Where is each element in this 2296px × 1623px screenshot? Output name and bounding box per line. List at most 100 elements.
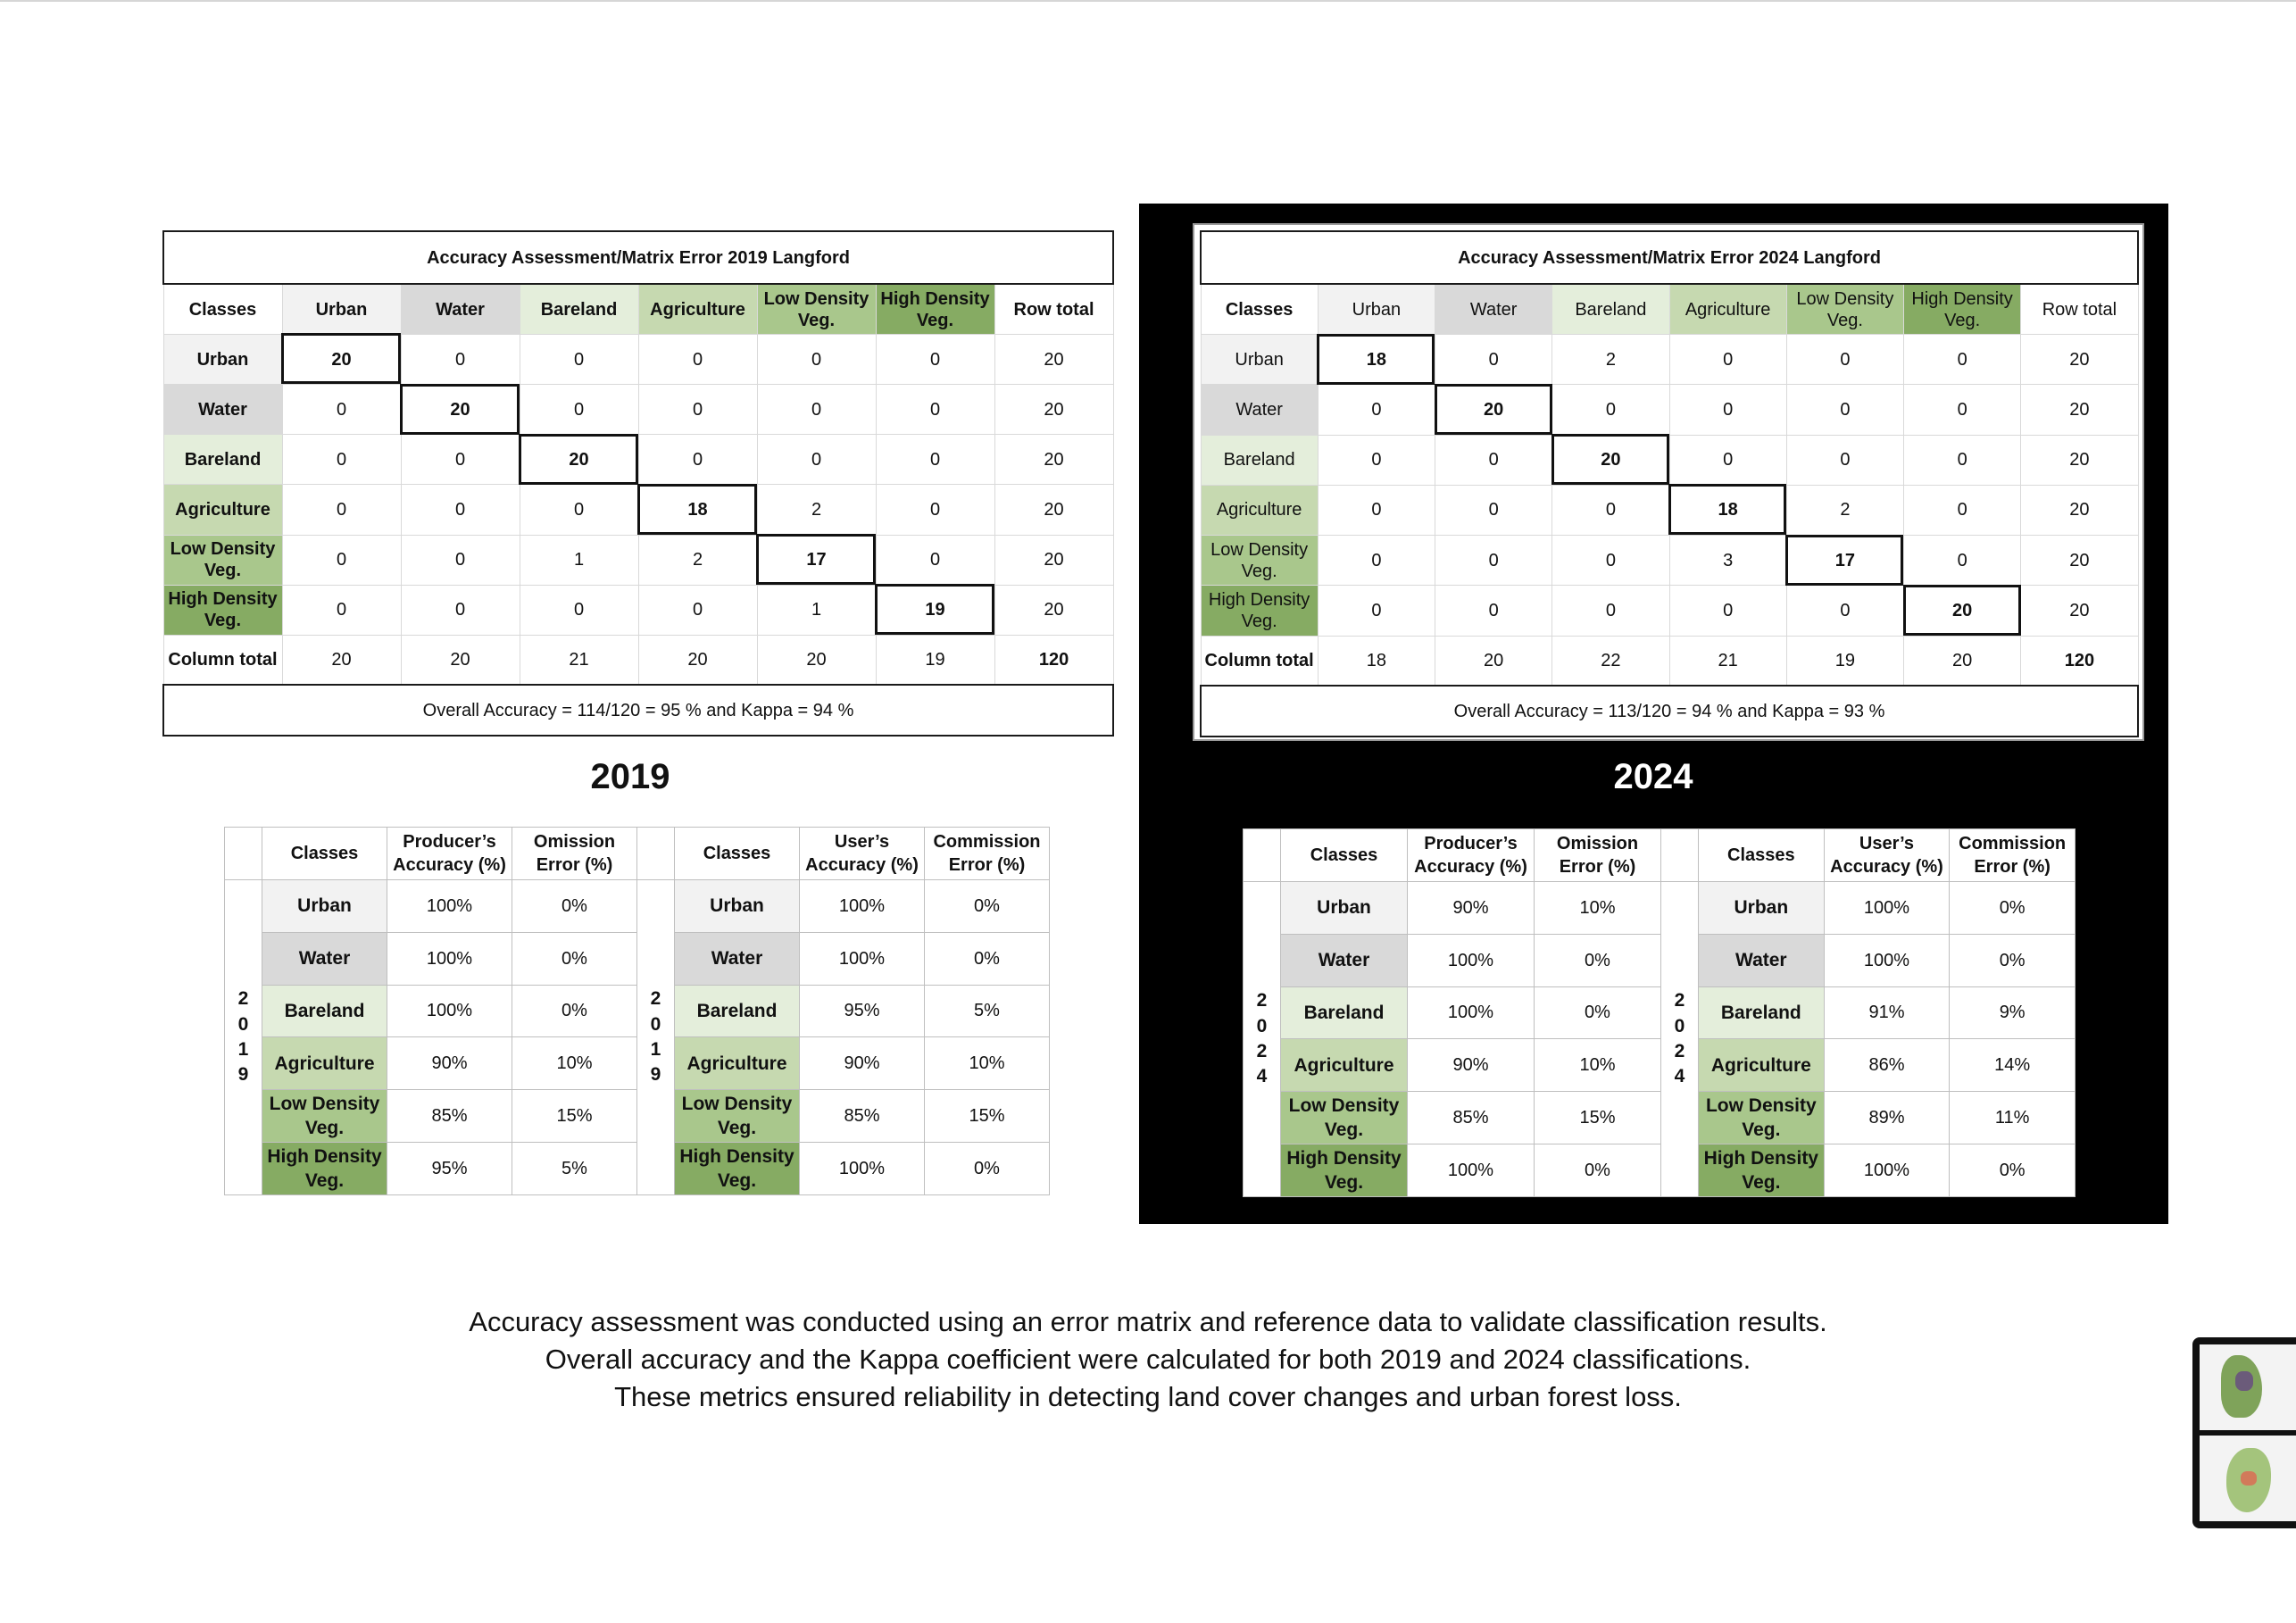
matrix-row: Water 0 20 0 0 0 0 20 <box>1200 384 2139 436</box>
matrix-cell: 0 <box>1551 384 1670 436</box>
matrix-cell: 0 <box>1434 484 1553 537</box>
matrix-cell: 0 <box>1668 334 1787 386</box>
row-total-cell: 20 <box>2020 434 2139 486</box>
accuracy-value: 15% <box>1534 1091 1661 1145</box>
matrix-cell: 2 <box>1785 484 1905 537</box>
column-total-cell: 20 <box>637 634 758 686</box>
thumbnail-page[interactable] <box>2200 1436 2296 1521</box>
user-accuracy-table-2019: Classes User’s Accuracy (%) Commission Err… <box>636 827 1050 1195</box>
matrix-cell: 0 <box>281 384 402 436</box>
accuracy-header-row: Classes User’s Accuracy (%) Commission Err… <box>1660 828 2076 882</box>
row-class-label: Urban <box>162 333 283 386</box>
row-class-label: High Density Veg. <box>1200 585 1319 637</box>
header-row-total: Row total <box>2020 283 2139 336</box>
accuracy-class-label: Urban <box>1280 880 1408 935</box>
accuracy-row: 2 0 2 4 Urban 90% 10% <box>1243 880 1661 1197</box>
accuracy-header-row: Classes Producer’s Accuracy (%) Omission E… <box>1243 828 1661 882</box>
accuracy-class-label: Water <box>1698 933 1825 987</box>
accuracy-value: 5% <box>924 984 1050 1038</box>
matrix-cell: 0 <box>400 584 520 636</box>
year-digit: 0 <box>1674 1015 1685 1036</box>
matrix-cell: 0 <box>281 584 402 636</box>
accuracy-row: Water 100% 0% <box>225 931 637 986</box>
accuracy-value: 0% <box>924 931 1050 986</box>
accuracy-value: 100% <box>1823 1144 1951 1197</box>
header-class: Bareland <box>1551 283 1670 336</box>
accuracy-value: 89% <box>1823 1091 1951 1145</box>
accuracy-class-label: High Density Veg. <box>674 1142 800 1195</box>
accuracy-row: 2 0 1 9 Urban 100% 0% <box>224 878 637 1195</box>
accuracy-value: 10% <box>1534 880 1661 935</box>
row-class-label: Agriculture <box>1200 484 1319 537</box>
page-thumbnail-strip[interactable] <box>2192 1337 2296 1528</box>
accuracy-row: Bareland 91% 9% <box>1661 986 2076 1040</box>
year-column-header <box>1660 828 1699 882</box>
matrix-header-row: Classes Urban Water Bareland Agriculture Low … <box>162 283 1114 335</box>
matrix-row: Low Density Veg. 0 0 1 2 17 0 20 <box>162 534 1114 586</box>
accuracy-value: 9% <box>1949 986 2076 1040</box>
matrix-cell: 0 <box>637 384 758 436</box>
year-digit: 1 <box>237 1038 249 1060</box>
matrix-cell: 0 <box>1434 434 1553 486</box>
column-total-row: Column total 18 20 22 21 19 20 120 <box>1200 635 2139 687</box>
matrix-cell: 0 <box>637 584 758 636</box>
matrix-cell: 0 <box>519 384 639 436</box>
thumbnail-page[interactable] <box>2200 1344 2296 1430</box>
matrix-cell: 0 <box>400 534 520 586</box>
matrix-cell: 0 <box>1668 384 1787 436</box>
accuracy-value: 100% <box>387 984 512 1038</box>
matrix-cell: 1 <box>756 584 877 636</box>
accuracy-header: Classes <box>674 827 800 880</box>
matrix-cell: 0 <box>875 484 995 536</box>
accuracy-class-label: High Density Veg. <box>262 1142 387 1195</box>
caption-line: Accuracy assessment was conducted using … <box>469 1306 1827 1337</box>
row-class-label: Agriculture <box>162 484 283 536</box>
matrix-cell: 0 <box>519 584 639 636</box>
row-total-cell: 20 <box>994 384 1114 436</box>
accuracy-value: 0% <box>924 878 1050 933</box>
matrix-row: High Density Veg. 0 0 0 0 0 20 20 <box>1200 585 2139 637</box>
accuracy-value: 95% <box>799 984 925 1038</box>
matrix-cell: 0 <box>281 484 402 536</box>
matrix-row: Urban 20 0 0 0 0 0 20 <box>162 333 1114 386</box>
accuracy-row: Water 100% 0% <box>1244 933 1661 987</box>
column-total-cell: 19 <box>1785 635 1905 687</box>
accuracy-row: Water 100% 0% <box>637 931 1050 986</box>
accuracy-row: Agriculture 90% 10% <box>637 1036 1050 1091</box>
matrix-cell: 0 <box>400 434 520 486</box>
column-total-label: Column total <box>1200 635 1319 687</box>
matrix-cell: 0 <box>1902 484 2022 537</box>
producer-accuracy-table-2019: Classes Producer’s Accuracy (%) Omission E… <box>224 827 637 1195</box>
matrix-title: Accuracy Assessment/Matrix Error 2024 La… <box>1199 229 2140 286</box>
accuracy-value: 95% <box>387 1142 512 1195</box>
matrix-cell: 0 <box>400 484 520 536</box>
accuracy-header: Classes <box>1698 828 1825 882</box>
column-total-cell: 19 <box>875 634 995 686</box>
accuracy-value: 0% <box>1534 933 1661 987</box>
matrix-cell: 0 <box>1317 384 1436 436</box>
matrix-cell: 0 <box>1902 334 2022 386</box>
row-total-cell: 20 <box>994 434 1114 486</box>
accuracy-value: 100% <box>1823 880 1951 935</box>
row-total-cell: 20 <box>994 333 1114 386</box>
header-class: Bareland <box>519 283 639 335</box>
accuracy-row: High Density Veg. 100% 0% <box>637 1142 1050 1195</box>
matrix-cell: 0 <box>1902 535 2022 587</box>
matrix-cell: 0 <box>1317 434 1436 486</box>
matrix-row: Bareland 0 0 20 0 0 0 20 <box>162 434 1114 486</box>
header-class: Agriculture <box>1668 283 1787 336</box>
producer-accuracy-table-2024: Classes Producer’s Accuracy (%) Omission E… <box>1243 828 1661 1197</box>
accuracy-value: 10% <box>924 1036 1050 1091</box>
accuracy-header: Omission Error (%) <box>512 827 637 880</box>
accuracy-class-label: Agriculture <box>674 1036 800 1091</box>
accuracy-class-label: Water <box>674 931 800 986</box>
accuracy-value: 90% <box>799 1036 925 1091</box>
header-class: High Density Veg. <box>1902 283 2022 336</box>
accuracy-class-label: Water <box>262 931 387 986</box>
matrix-cell: 0 <box>1551 484 1670 537</box>
row-total-cell: 20 <box>994 484 1114 536</box>
accuracy-value: 0% <box>512 931 637 986</box>
accuracy-value: 90% <box>1407 880 1535 935</box>
